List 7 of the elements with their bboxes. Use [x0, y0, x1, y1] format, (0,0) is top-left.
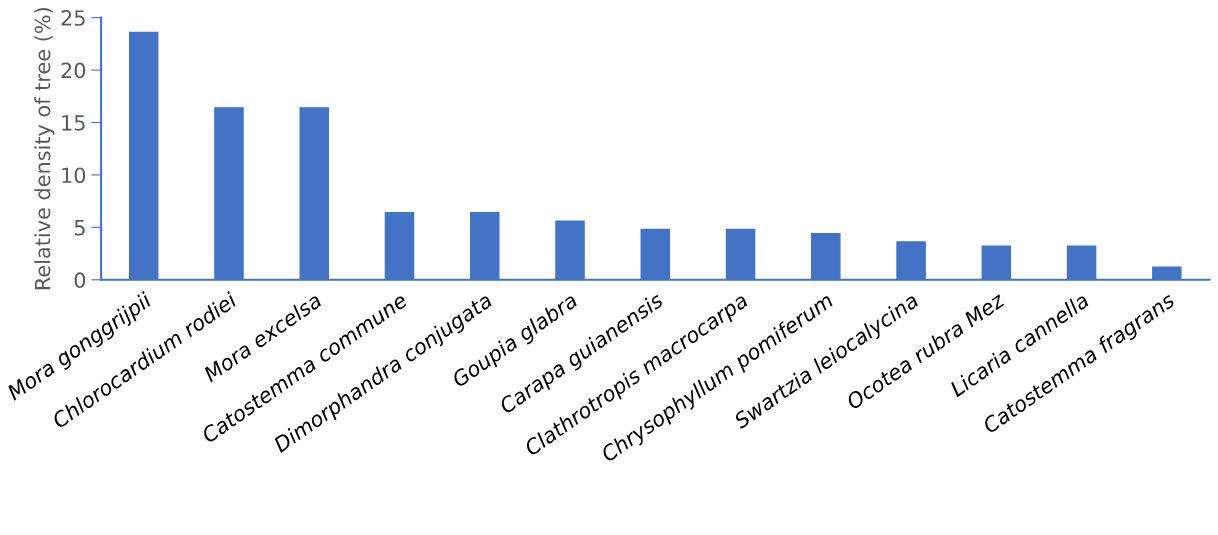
y-tick-label: 5: [74, 220, 85, 236]
y-tick-label: 10: [62, 167, 86, 184]
y-tick-label: 20: [61, 62, 86, 79]
y-tick-label: 15: [62, 115, 85, 131]
y-tick-label: 25: [61, 10, 85, 26]
y-tick-label: 0: [74, 272, 86, 289]
y-axis-title: Relative density of tree (%): [34, 8, 55, 290]
